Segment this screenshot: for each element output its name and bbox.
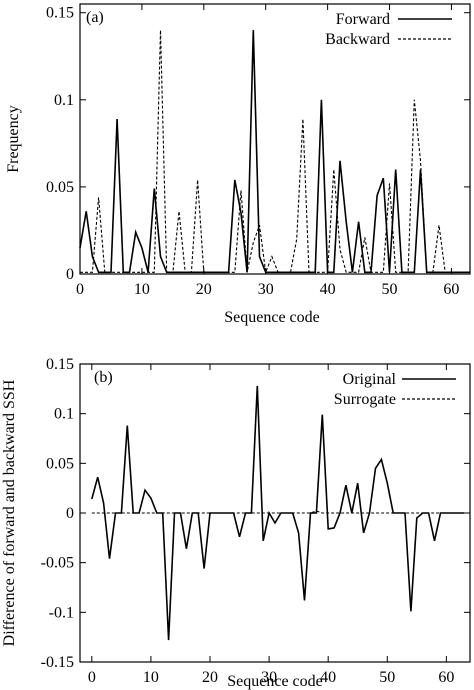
legend-surrogate-label: Surrogate bbox=[334, 391, 396, 408]
panel-a-x-axis-label: Sequence code bbox=[224, 309, 320, 326]
y-tick-label: -0.15 bbox=[41, 654, 74, 671]
panel-b-legend: Original Surrogate bbox=[334, 371, 456, 408]
y-tick-label: 0 bbox=[66, 505, 74, 522]
panel-a-y-ticks: 0 0.05 0.1 0.15 bbox=[46, 5, 470, 283]
x-tick-label: 40 bbox=[320, 669, 336, 686]
series-line-backward bbox=[80, 30, 470, 275]
x-tick-label: 30 bbox=[258, 281, 274, 298]
x-tick-label: 40 bbox=[320, 281, 336, 298]
series-line-surrogate bbox=[91, 510, 465, 514]
y-tick-label: 0 bbox=[66, 266, 74, 283]
x-tick-label: 0 bbox=[88, 669, 96, 686]
panel-a-x-ticks: 0 10 20 30 40 50 60 bbox=[76, 4, 459, 298]
x-tick-label: 20 bbox=[196, 281, 212, 298]
panel-a-series bbox=[79, 30, 470, 275]
legend-forward-label: Forward bbox=[336, 11, 390, 28]
panel-a: 0 0.05 0.1 0.15 0 10 20 30 40 50 60 (a) Forward B… bbox=[5, 3, 471, 326]
panel-b-y-ticks: -0.15 -0.1 -0.05 0 0.05 0.1 0.15 bbox=[41, 356, 470, 671]
y-tick-label: 0.1 bbox=[54, 92, 74, 109]
x-tick-label: 0 bbox=[76, 281, 84, 298]
panel-b-series bbox=[91, 385, 465, 641]
y-tick-label: 0.1 bbox=[54, 406, 74, 423]
x-tick-label: 20 bbox=[202, 669, 218, 686]
y-tick-label: 0.05 bbox=[46, 179, 74, 196]
x-tick-label: 50 bbox=[379, 669, 395, 686]
x-tick-label: 10 bbox=[143, 669, 159, 686]
y-tick-label: 0.15 bbox=[46, 356, 74, 373]
panel-a-plot-frame bbox=[79, 3, 471, 275]
legend-backward-label: Backward bbox=[325, 31, 390, 48]
panel-a-y-axis-label: Frequency bbox=[5, 105, 22, 173]
panel-b-x-axis-label: Sequence code bbox=[227, 673, 323, 690]
y-tick-label: 0.15 bbox=[46, 5, 74, 22]
y-tick-label: -0.05 bbox=[41, 555, 74, 572]
x-tick-label: 10 bbox=[134, 281, 150, 298]
panel-b: -0.15 -0.1 -0.05 0 0.05 0.1 0.15 0 10 20 30 40 50 60… bbox=[1, 356, 471, 690]
panel-b-y-axis-label: Difference of forward and backward SSH bbox=[1, 379, 18, 646]
legend-original-label: Original bbox=[343, 371, 397, 388]
x-tick-label: 30 bbox=[261, 669, 277, 686]
y-tick-label: -0.1 bbox=[49, 604, 74, 621]
x-tick-label: 50 bbox=[382, 281, 398, 298]
panel-b-x-ticks: 0 10 20 30 40 50 60 bbox=[88, 364, 454, 686]
panel-a-label: (a) bbox=[86, 9, 104, 26]
panel-b-label: (b) bbox=[94, 369, 113, 386]
x-tick-label: 60 bbox=[443, 281, 459, 298]
y-tick-label: 0.05 bbox=[46, 455, 74, 472]
x-tick-label: 60 bbox=[438, 669, 454, 686]
panel-a-legend: Forward Backward bbox=[325, 11, 452, 48]
series-line-forward bbox=[79, 30, 470, 274]
